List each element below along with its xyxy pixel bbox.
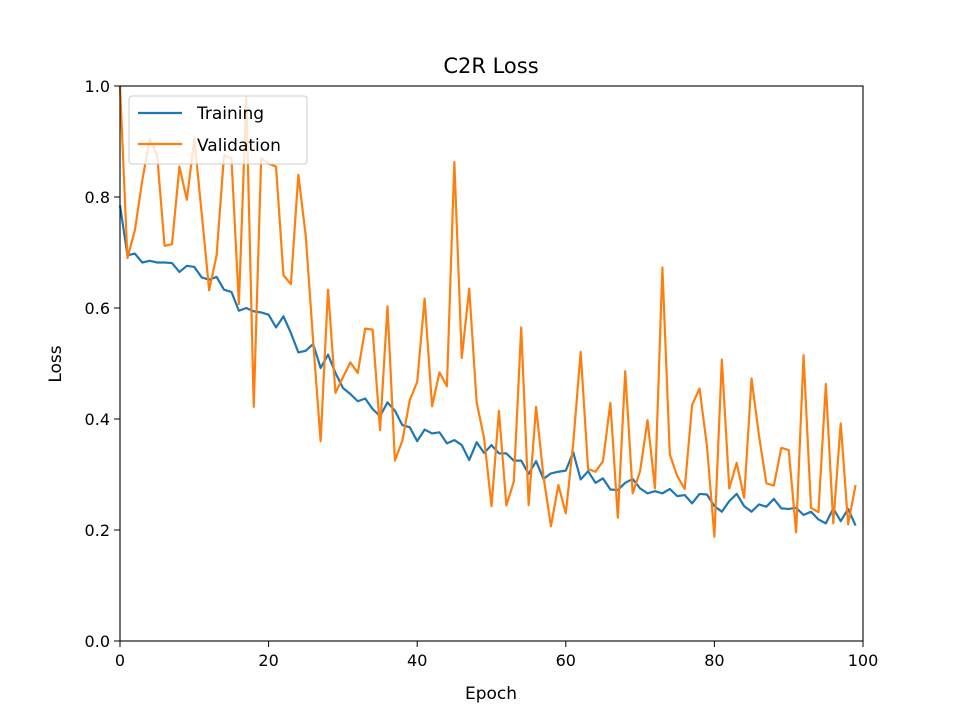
y-tick-label: 1.0 xyxy=(85,77,110,96)
x-tick-label: 40 xyxy=(407,651,427,670)
series-line-validation xyxy=(118,85,857,538)
x-tick-label: 80 xyxy=(704,651,724,670)
y-tick-label: 0.6 xyxy=(85,299,110,318)
x-tick-label: 20 xyxy=(258,651,278,670)
legend-label-validation: Validation xyxy=(197,136,281,156)
y-axis-label: Loss xyxy=(46,345,66,382)
plot-frame xyxy=(119,85,864,642)
y-axis: 0.0 0.2 0.4 0.6 0.8 1.0 xyxy=(85,77,120,651)
x-tick-label: 0 xyxy=(115,651,125,670)
legend: Training Validation xyxy=(128,95,308,165)
chart-title: C2R Loss xyxy=(443,54,538,78)
legend-label-training: Training xyxy=(196,104,264,124)
series-line-training xyxy=(118,205,857,527)
series-layer xyxy=(118,85,857,538)
x-axis-label: Epoch xyxy=(465,684,517,704)
x-axis: 0 20 40 60 80 100 xyxy=(115,641,878,670)
x-tick-label: 100 xyxy=(848,651,879,670)
x-tick-label: 60 xyxy=(556,651,576,670)
y-tick-label: 0.2 xyxy=(85,521,110,540)
y-tick-label: 0.8 xyxy=(85,188,110,207)
y-tick-label: 0.4 xyxy=(85,410,110,429)
y-tick-label: 0.0 xyxy=(85,632,110,651)
